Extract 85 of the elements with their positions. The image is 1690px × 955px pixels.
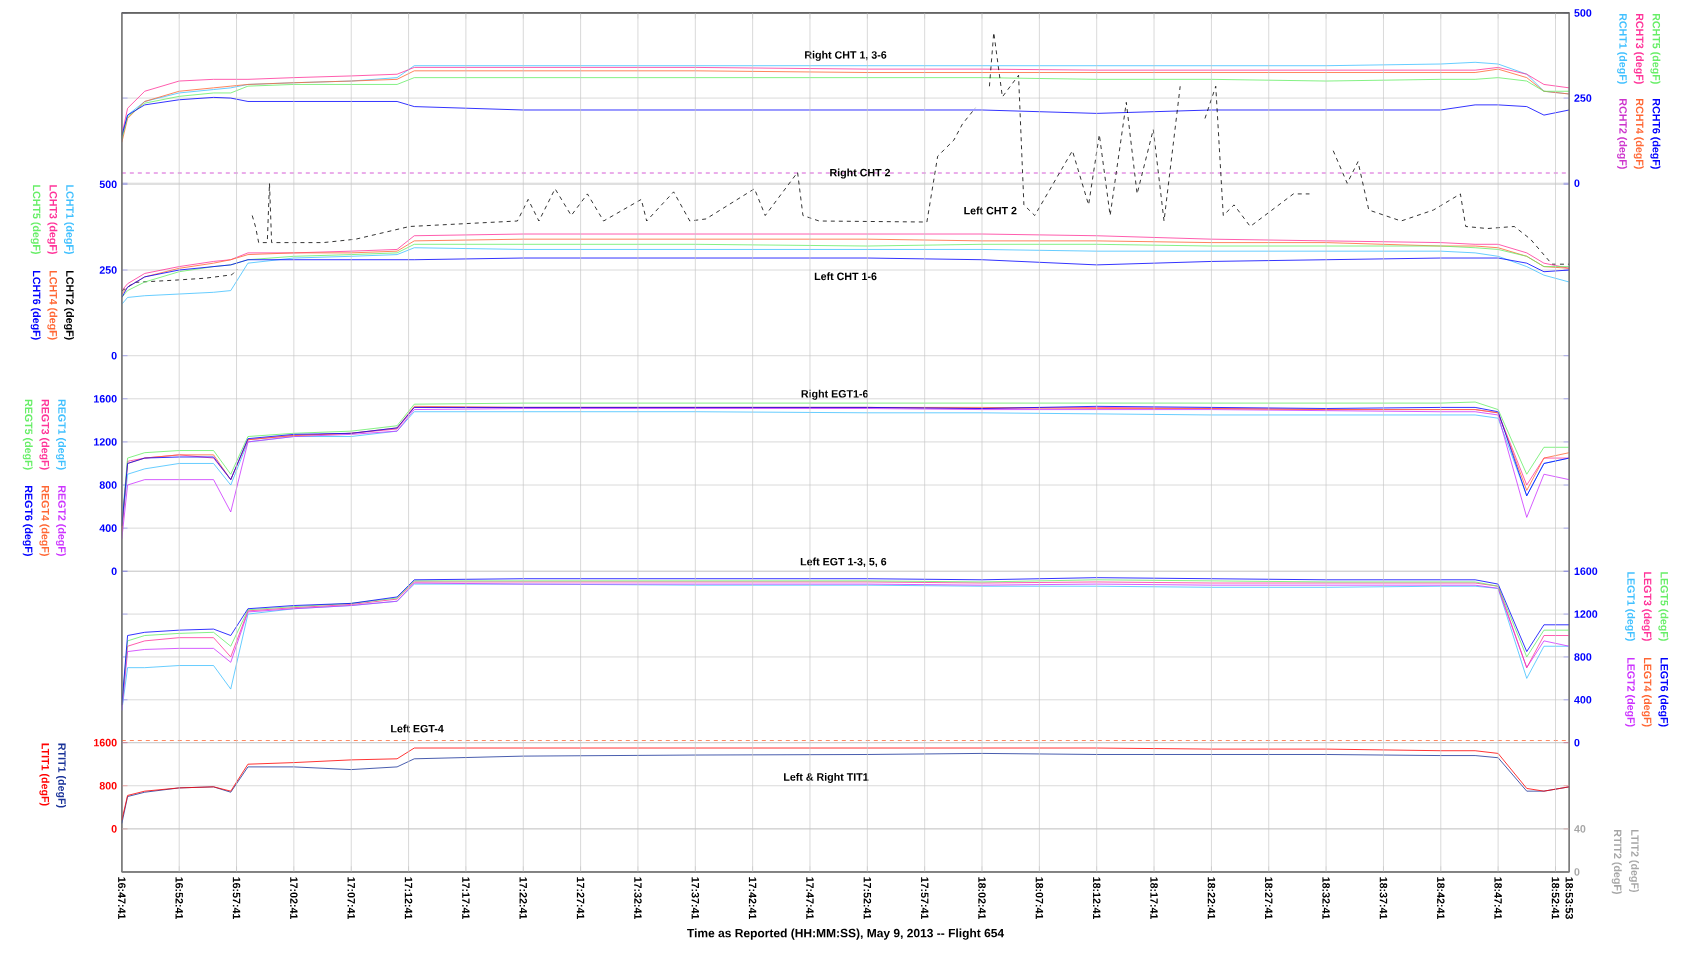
text: REGT2 (degF) (56, 486, 67, 556)
text: LCHT6 (degF) (30, 271, 41, 340)
text: RCHT5 (degF) (1650, 13, 1661, 84)
y-tick-label: 1600 (94, 395, 117, 403)
text: RCHT3 (degF) (1633, 13, 1644, 84)
y-tick-label: 0 (1574, 738, 1580, 747)
x-tick-label: 18:47:41 (1494, 877, 1502, 920)
text: LCHT3 (degF) (47, 185, 58, 254)
x-tick-label: 17:07:41 (347, 877, 356, 920)
annotation: Right CHT 2 (830, 168, 891, 179)
y-tick-label: 800 (99, 481, 117, 489)
annotation: Right CHT 1, 3-6 (805, 50, 887, 61)
y-tick-label: 1200 (94, 438, 117, 446)
x-tick-label: 18:02:41 (978, 877, 986, 920)
text: REGT3 (degF) (39, 399, 50, 470)
annotation: Left CHT 2 (964, 206, 1017, 215)
text: RCHT6 (degF) (1650, 99, 1661, 169)
x-tick-label: 18:52:41 (1551, 877, 1560, 920)
y-tick-label: 250 (1574, 94, 1592, 102)
text: REGT6 (degF) (22, 486, 33, 556)
x-tick-label: 17:12:41 (404, 877, 413, 920)
text: LEGT6 (degF) (1658, 657, 1669, 727)
x-tick-label: 18:37:41 (1379, 877, 1388, 920)
x-tick-label: 17:22:41 (519, 877, 527, 920)
y-tick-label: 400 (99, 524, 117, 532)
text: LTIT1 (degF) (39, 743, 50, 806)
annotation: Right EGT1-6 (801, 389, 869, 400)
text: REGT4 (degF) (39, 486, 50, 556)
x-tick-label: 18:53:53 (1565, 877, 1574, 919)
x-tick-label: 18:42:41 (1437, 877, 1445, 920)
y-tick-label: 0 (1574, 868, 1580, 876)
x-axis-title: Time as Reported (HH:MM:SS), May 9, 2013 -- Flight 654 (687, 928, 1005, 940)
y-tick-label: 1600 (1574, 567, 1598, 576)
x-tick-label: 17:32:41 (634, 877, 642, 920)
y-tick-label: 0 (111, 825, 117, 833)
y-tick-label: 40 (1574, 825, 1586, 833)
text: LEGT1 (degF) (1625, 572, 1636, 641)
x-tick-label: 18:17:41 (1150, 877, 1158, 920)
x-tick-label: 17:37:41 (691, 877, 700, 920)
text: RTIT1 (degF) (56, 743, 67, 808)
text: LTIT2 (degF) (1628, 830, 1639, 892)
x-tick-label: 18:32:41 (1322, 877, 1330, 920)
y-tick-label: 500 (1574, 9, 1592, 17)
y-tick-label: 800 (99, 781, 117, 790)
text: LEGT4 (degF) (1641, 657, 1652, 727)
text: RCHT1 (degF) (1617, 13, 1628, 84)
y-tick-label: 0 (111, 351, 117, 360)
text: REGT1 (degF) (56, 399, 67, 470)
x-tick-label: 16:52:41 (175, 877, 183, 920)
x-tick-label: 17:42:41 (748, 877, 757, 920)
text: RCHT4 (degF) (1633, 99, 1644, 169)
x-tick-label: 18:07:41 (1035, 877, 1044, 920)
x-tick-label: 17:27:41 (576, 877, 585, 920)
text: LCHT1 (degF) (63, 185, 74, 254)
text: RTIT2 (degF) (1611, 830, 1622, 894)
y-tick-label: 250 (99, 266, 117, 274)
x-tick-label: 18:12:41 (1092, 877, 1101, 920)
y-tick-label: 0 (1574, 179, 1580, 188)
x-tick-label: 17:57:41 (920, 877, 929, 920)
y-tick-label: 1200 (1574, 610, 1598, 618)
text: LEGT3 (degF) (1641, 572, 1652, 641)
x-tick-label: 16:47:41 (118, 877, 126, 920)
annotation: Left EGT-4 (391, 724, 444, 733)
y-tick-label: 1600 (94, 738, 117, 747)
text: LCHT4 (degF) (47, 271, 58, 340)
y-tick-label: 400 (1574, 696, 1592, 704)
y-tick-label: 0 (111, 567, 117, 576)
y-tick-label: 500 (99, 180, 117, 189)
annotation: Left & Right TIT1 (784, 772, 869, 783)
y-tick-label: 800 (1574, 653, 1592, 661)
x-tick-label: 17:47:41 (806, 877, 814, 920)
x-tick-label: 17:52:41 (863, 877, 872, 920)
x-tick-label: 18:27:41 (1264, 877, 1273, 920)
x-tick-label: 17:02:41 (290, 877, 298, 920)
text: LEGT5 (degF) (1658, 572, 1669, 641)
annotation: Left EGT 1-3, 5, 6 (800, 557, 887, 567)
text: RCHT2 (degF) (1617, 99, 1628, 169)
x-tick-label: 17:17:41 (462, 877, 470, 920)
x-tick-label: 16:57:41 (232, 877, 241, 920)
x-tick-label: 18:22:41 (1207, 877, 1216, 920)
annotation: Left CHT 1-6 (814, 272, 877, 281)
text: REGT5 (degF) (22, 399, 33, 470)
text: LEGT2 (degF) (1625, 657, 1636, 727)
text: LCHT5 (degF) (30, 185, 41, 254)
text: LCHT2 (degF) (63, 271, 74, 340)
